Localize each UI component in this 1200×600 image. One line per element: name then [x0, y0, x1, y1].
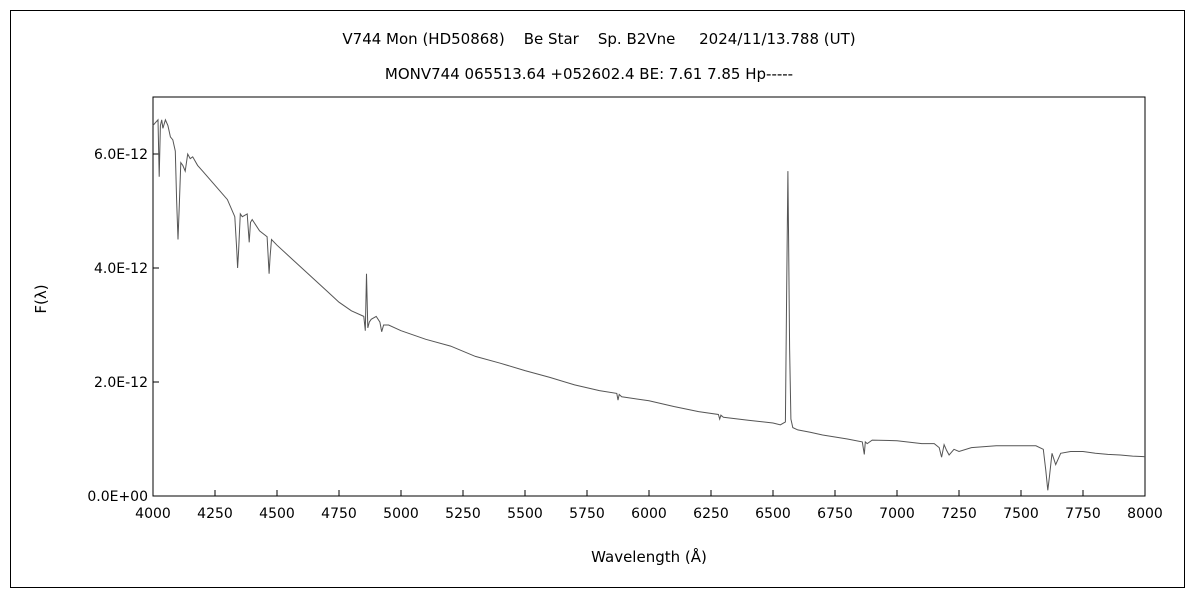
x-tick-label: 7250 — [941, 506, 977, 522]
x-tick-label: 4500 — [259, 506, 295, 522]
x-tick-label: 4750 — [321, 506, 357, 522]
spectrum-series-line — [152, 118, 1146, 491]
x-tick-label: 7750 — [1065, 506, 1101, 522]
x-tick-label: 6750 — [817, 506, 853, 522]
x-tick-label: 5750 — [569, 506, 605, 522]
spectrum-chart: V744 Mon (HD50868) Be Star Sp. B2Vne 202… — [32, 30, 1163, 566]
x-axis-label: Wavelength (Å) — [591, 547, 707, 566]
x-tick-label: 5000 — [383, 506, 419, 522]
y-tick-label: 2.0E-12 — [94, 375, 148, 391]
y-axis-ticks: 0.0E+00 2.0E-12 4.0E-12 6.0E-12 — [87, 147, 159, 505]
plot-area — [152, 96, 1146, 497]
x-tick-label: 8000 — [1127, 506, 1163, 522]
x-tick-label: 6000 — [631, 506, 667, 522]
chart-title: V744 Mon (HD50868) Be Star Sp. B2Vne 202… — [342, 30, 855, 48]
chart-frame: V744 Mon (HD50868) Be Star Sp. B2Vne 202… — [10, 10, 1185, 588]
y-axis-label: F(λ) — [32, 284, 50, 313]
x-tick-label: 6250 — [693, 506, 729, 522]
y-tick-label: 4.0E-12 — [94, 261, 148, 277]
x-tick-label: 4000 — [135, 506, 171, 522]
y-tick-label: 0.0E+00 — [87, 489, 148, 505]
chart-subtitle: MONV744 065513.64 +052602.4 BE: 7.61 7.8… — [385, 65, 793, 83]
x-tick-label: 5500 — [507, 506, 543, 522]
x-tick-label: 5250 — [445, 506, 481, 522]
x-tick-label: 4250 — [197, 506, 233, 522]
x-tick-label: 7000 — [879, 506, 915, 522]
x-axis-ticks: 4000 4250 4500 4750 5000 5250 5500 5750 6000 6250… — [135, 490, 1163, 522]
x-tick-label: 7500 — [1003, 506, 1039, 522]
y-tick-label: 6.0E-12 — [94, 147, 148, 163]
x-tick-label: 6500 — [755, 506, 791, 522]
